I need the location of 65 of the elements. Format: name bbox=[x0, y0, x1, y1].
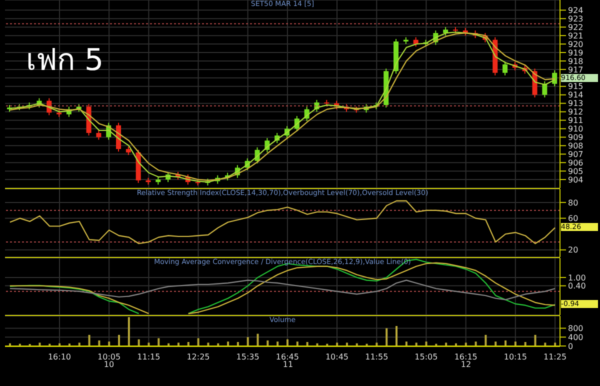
y-tick-label: 917 bbox=[568, 65, 584, 74]
y-tick-label: 912 bbox=[568, 108, 584, 117]
text: 10 bbox=[102, 360, 116, 369]
x-tick-label: 10:05 bbox=[98, 352, 121, 362]
x-tick-label: 15:35 bbox=[236, 352, 260, 362]
x-tick-label: 16:45 bbox=[276, 352, 299, 362]
bar bbox=[128, 317, 130, 346]
y-tick-label: 0.40 bbox=[568, 282, 586, 291]
y-tick-label: 906 bbox=[568, 158, 584, 168]
y-tick-label: 1.00 bbox=[568, 273, 586, 282]
bar bbox=[98, 340, 100, 346]
y-tick-label: 923 bbox=[568, 14, 584, 24]
y-tick-label: 800 bbox=[568, 324, 584, 334]
y-tick-label: 904 bbox=[568, 175, 584, 184]
y-tick-label: 910 bbox=[568, 124, 584, 134]
line-series bbox=[9, 280, 556, 300]
bar bbox=[88, 334, 90, 346]
y-tick-label: 909 bbox=[568, 133, 584, 142]
x-tick-label: 15:05 bbox=[414, 352, 438, 362]
bar bbox=[484, 334, 487, 346]
y-tick-label: 920 bbox=[568, 40, 584, 49]
bar bbox=[138, 339, 140, 346]
text: 12 bbox=[460, 360, 472, 369]
y-tick-label: 911 bbox=[568, 116, 584, 126]
y-tick-label: 918 bbox=[568, 56, 584, 66]
bar bbox=[396, 326, 398, 346]
y-tick-label: 80 bbox=[568, 198, 578, 208]
x-tick-label: 11:25 bbox=[544, 352, 567, 362]
y-tick-label: 922 bbox=[568, 22, 584, 32]
bar bbox=[118, 334, 120, 346]
y-tick-label: 921 bbox=[568, 31, 584, 40]
annotation: เฟก 5 bbox=[26, 42, 104, 80]
bar bbox=[504, 340, 507, 346]
bar bbox=[158, 338, 160, 346]
y-tick-label: 913 bbox=[568, 99, 584, 108]
y-tick-label: 907 bbox=[568, 150, 584, 159]
line-series bbox=[9, 200, 556, 244]
candlestick bbox=[96, 130, 102, 140]
x-tick-label: 10:45 bbox=[325, 352, 349, 362]
x-tick-label: 12:25 bbox=[186, 352, 210, 362]
x-tick-label: 11:55 bbox=[365, 352, 388, 362]
bar bbox=[534, 334, 536, 346]
bar bbox=[286, 339, 288, 346]
candlestick bbox=[502, 61, 508, 76]
x-tick-label: 16:15 bbox=[454, 352, 478, 362]
candlestick bbox=[542, 80, 548, 98]
x-tick-label: 16:10 bbox=[48, 352, 72, 362]
y-tick-label: 60 bbox=[568, 214, 578, 224]
bar bbox=[256, 334, 259, 346]
y-tick-label: 400 bbox=[568, 332, 584, 342]
bar bbox=[197, 338, 200, 346]
text: 11 bbox=[282, 360, 294, 369]
y-tick-label: 914 bbox=[568, 90, 584, 100]
bar bbox=[266, 340, 269, 346]
y-tick-label: 919 bbox=[568, 48, 584, 58]
y-tick-label: 924 bbox=[568, 6, 584, 15]
y-tick-label: 20 bbox=[568, 246, 578, 255]
bar bbox=[246, 337, 249, 346]
y-tick-label: 908 bbox=[568, 142, 584, 150]
x-tick-label: 10:15 bbox=[504, 352, 527, 362]
bar bbox=[386, 328, 388, 346]
y-tick-label: 0 bbox=[568, 342, 574, 351]
x-tick-label: 11:15 bbox=[137, 352, 160, 362]
y-tick-label: 905 bbox=[568, 166, 584, 176]
y-tick-label: 915 bbox=[568, 82, 584, 92]
